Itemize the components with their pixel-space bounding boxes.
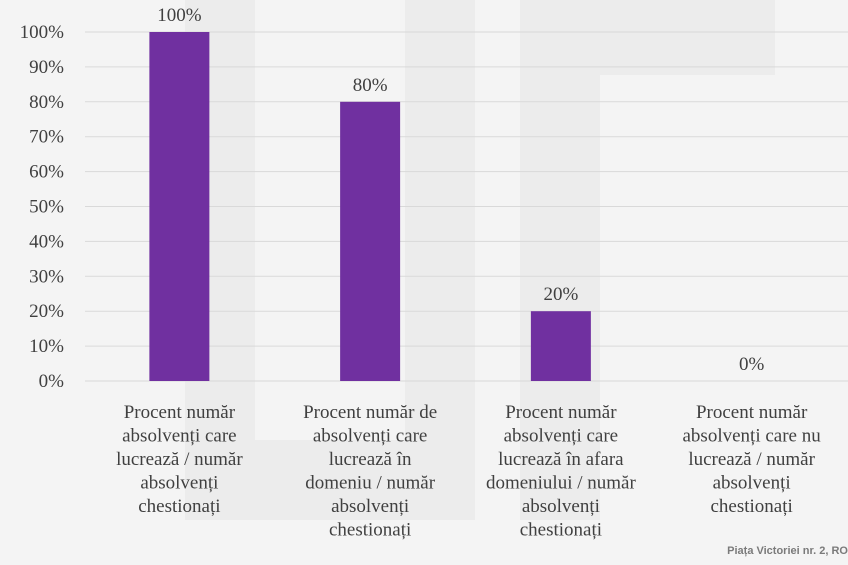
- x-category-label-line: chestionați: [329, 520, 411, 541]
- y-tick-label: 10%: [29, 336, 64, 357]
- x-category-label-line: lucrează / număr: [688, 449, 815, 470]
- bar: [149, 32, 210, 381]
- x-axis-category-labels: Procent număr absolvenți care lucrează / n…: [116, 402, 821, 541]
- data-label: 0%: [739, 354, 765, 375]
- x-category-label-line: absolvenți: [331, 496, 409, 517]
- x-category-label-line: absolvenți care: [313, 426, 427, 447]
- y-tick-label: 0%: [39, 371, 65, 392]
- x-category-label-line: chestionați: [138, 496, 220, 517]
- x-category-label-line: domeniului / număr: [486, 473, 637, 494]
- x-category-label-line: Procent număr: [124, 402, 236, 423]
- x-category-label: Procent număr absolvenți care nu lucrează …: [683, 402, 822, 517]
- y-tick-label: 20%: [29, 301, 64, 322]
- y-tick-label: 90%: [29, 57, 64, 78]
- bars: [149, 32, 591, 382]
- x-category-label-line: lucrează în: [329, 449, 412, 470]
- y-tick-label: 50%: [29, 197, 64, 218]
- x-category-label-line: chestionați: [710, 496, 792, 517]
- background-logo-watermark: [185, 0, 775, 520]
- watermark-text: Piața Victoriei nr. 2, RO: [727, 545, 848, 557]
- y-axis-tick-labels: 0% 10% 20% 30% 40% 50% 60% 70% 80% 90% 100%: [20, 22, 65, 392]
- y-tick-label: 70%: [29, 127, 64, 148]
- y-tick-label: 100%: [20, 22, 65, 43]
- data-label: 80%: [353, 75, 388, 96]
- x-category-label: Procent număr absolvenți care lucrează / n…: [116, 402, 243, 517]
- x-category-label-line: absolvenți: [140, 473, 218, 494]
- y-tick-label: 40%: [29, 231, 64, 252]
- x-category-label-line: absolvenți care: [504, 426, 618, 447]
- data-label: 20%: [543, 284, 578, 305]
- data-label: 100%: [157, 5, 202, 26]
- x-category-label-line: absolvenți care nu: [683, 426, 822, 447]
- x-category-label-line: absolvenți: [522, 496, 600, 517]
- x-category-label-line: domeniu / număr: [305, 473, 435, 494]
- bar: [530, 311, 591, 381]
- x-category-label-line: lucrează în afara: [498, 449, 624, 470]
- x-category-label: Procent număr absolvenți care lucrează în …: [486, 402, 637, 541]
- bar: [340, 101, 401, 382]
- x-category-label-line: Procent număr: [505, 402, 617, 423]
- x-category-label-line: absolvenți: [713, 473, 791, 494]
- data-labels: 100% 80% 20% 0%: [157, 5, 764, 375]
- gridlines: [85, 31, 848, 382]
- x-category-label-line: Procent număr: [696, 402, 808, 423]
- x-category-label-line: chestionați: [520, 520, 602, 541]
- x-category-label: Procent număr de absolvenți care lucrează …: [303, 402, 437, 541]
- x-category-label-line: absolvenți care: [122, 426, 236, 447]
- y-tick-label: 60%: [29, 162, 64, 183]
- y-tick-label: 30%: [29, 266, 64, 287]
- y-tick-label: 80%: [29, 92, 64, 113]
- x-category-label-line: Procent număr de: [303, 402, 437, 423]
- x-category-label-line: lucrează / număr: [116, 449, 243, 470]
